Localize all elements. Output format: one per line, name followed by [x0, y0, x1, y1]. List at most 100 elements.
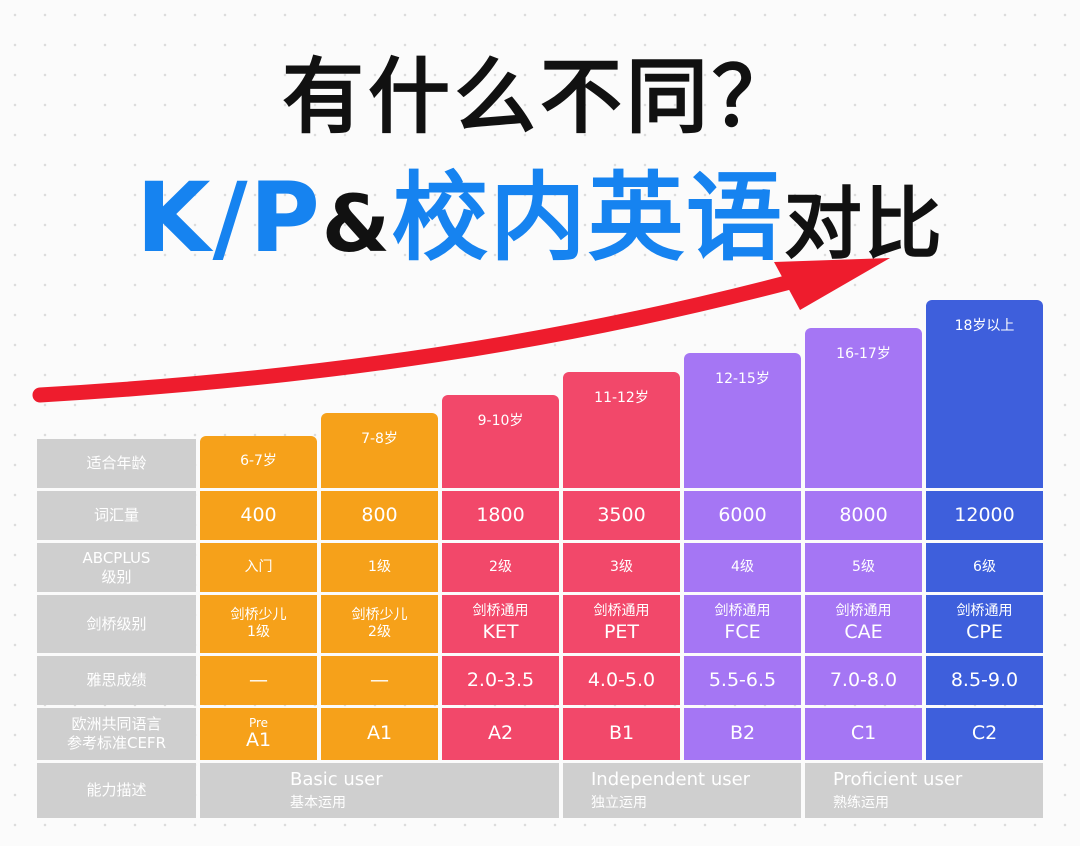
cefr-cell: C1 [805, 708, 922, 760]
abc-level-value: 4级 [731, 558, 754, 575]
abc-level-value: 1级 [368, 558, 391, 575]
row-label-cefr: 欧洲共同语言 参考标准CEFR [37, 708, 196, 760]
cambridge-cell: 剑桥通用 FCE [684, 595, 801, 653]
vocab-value: 12000 [954, 503, 1015, 526]
vocab-value: 6000 [718, 503, 767, 526]
cambridge-level: CAE [844, 620, 883, 643]
abc-level-value: 2级 [489, 558, 512, 575]
age-value: 9-10岁 [477, 413, 524, 429]
cefr-value: C1 [850, 722, 877, 745]
cefr-value: A1 [366, 722, 393, 745]
vocab-cell: 12000 [926, 491, 1043, 540]
row-label-vocab: 词汇量 [37, 491, 196, 540]
age-value: 6-7岁 [240, 453, 277, 470]
age-cell: 12-15岁 [684, 353, 801, 488]
ability-en: Proficient user [833, 768, 963, 790]
cambridge-level: FCE [724, 620, 761, 643]
age-cell: 7-8岁 [321, 413, 438, 488]
cambridge-cell: 剑桥少儿 1级 [200, 595, 317, 653]
cefr-cell: Pre A1 [200, 708, 317, 760]
age-cell: 18岁以上 [926, 300, 1043, 488]
cefr-cell: C2 [926, 708, 1043, 760]
abc-level-value: 5级 [852, 558, 875, 575]
abc-level-cell: 4级 [684, 543, 801, 592]
ielts-cell: 8.5-9.0 [926, 656, 1043, 705]
cefr-value: A2 [487, 722, 514, 745]
cambridge-level: KET [482, 620, 519, 643]
age-value: 12-15岁 [715, 371, 770, 387]
vocab-cell: 400 [200, 491, 317, 540]
ielts-value: 7.0-8.0 [829, 668, 898, 691]
row-label-abc: ABCPLUS 级别 [37, 543, 196, 592]
cambridge-series: 剑桥通用 [835, 603, 892, 620]
row-label-text: 欧洲共同语言 [71, 715, 162, 734]
headline-school-english: 校内英语 [391, 162, 784, 274]
age-value: 18岁以上 [954, 318, 1015, 334]
age-cell: 6-7岁 [200, 436, 317, 488]
abc-level-value: 入门 [244, 558, 273, 575]
row-label-ability: 能力描述 [37, 763, 196, 818]
ielts-value: 2.0-3.5 [466, 668, 535, 691]
abc-level-cell: 2级 [442, 543, 559, 592]
abc-level-cell: 5级 [805, 543, 922, 592]
vocab-value: 400 [240, 503, 277, 526]
vocab-cell: 800 [321, 491, 438, 540]
cefr-cell: B2 [684, 708, 801, 760]
cambridge-series: 剑桥通用 [593, 603, 650, 620]
abc-level-cell: 入门 [200, 543, 317, 592]
ielts-cell: 4.0-5.0 [563, 656, 680, 705]
age-value: 7-8岁 [361, 431, 398, 447]
abc-level-value: 3级 [610, 558, 633, 575]
subheadline: K/P&校内英语对比 [0, 140, 1080, 279]
cambridge-level: 1级 [247, 624, 270, 640]
row-label-age: 适合年龄 [37, 439, 196, 488]
cambridge-cell: 剑桥通用 CPE [926, 595, 1043, 653]
cambridge-series: 剑桥通用 [472, 603, 529, 620]
ability-group: Basic user 基本运用 [200, 763, 559, 818]
abc-level-cell: 6级 [926, 543, 1043, 592]
vocab-value: 3500 [597, 503, 646, 526]
vocab-value: 8000 [839, 503, 888, 526]
abc-level-cell: 3级 [563, 543, 680, 592]
age-value: 16-17岁 [836, 346, 891, 362]
cefr-value: B1 [608, 722, 635, 745]
cambridge-series: 剑桥少儿 [351, 606, 408, 623]
ability-en: Independent user [591, 768, 751, 790]
ielts-cell: — [321, 656, 438, 705]
ability-zh: 熟练运用 [833, 795, 889, 811]
row-label-text: 适合年龄 [86, 454, 147, 473]
abc-level-value: 6级 [973, 558, 996, 575]
vocab-cell: 1800 [442, 491, 559, 540]
cambridge-level: CPE [966, 620, 1003, 643]
ielts-value: 5.5-6.5 [708, 668, 777, 691]
headline-kp: K/P [136, 162, 322, 274]
ielts-cell: — [200, 656, 317, 705]
row-label-cambridge: 剑桥级别 [37, 595, 196, 653]
row-label-text: ABCPLUS [82, 548, 151, 567]
cambridge-series: 剑桥通用 [714, 603, 771, 620]
cefr-cell: A1 [321, 708, 438, 760]
headline-compare: 对比 [783, 180, 944, 270]
ability-zh: 独立运用 [591, 795, 647, 811]
vocab-cell: 6000 [684, 491, 801, 540]
ielts-value: 8.5-9.0 [950, 668, 1019, 691]
cambridge-cell: 剑桥通用 KET [442, 595, 559, 653]
ielts-cell: 7.0-8.0 [805, 656, 922, 705]
ielts-cell: 2.0-3.5 [442, 656, 559, 705]
cambridge-level: 2级 [368, 624, 391, 640]
age-cell: 11-12岁 [563, 372, 680, 488]
row-label-ielts: 雅思成绩 [37, 656, 196, 705]
row-label-text: 雅思成绩 [86, 671, 147, 690]
ability-group: Proficient user 熟练运用 [805, 763, 1043, 818]
age-cell: 16-17岁 [805, 328, 922, 488]
row-label-text: 词汇量 [93, 506, 139, 525]
ability-group: Independent user 独立运用 [563, 763, 801, 818]
row-label-text: 级别 [101, 567, 132, 586]
cefr-value: A1 [245, 728, 272, 751]
cambridge-cell: 剑桥少儿 2级 [321, 595, 438, 653]
row-label-text: 能力描述 [86, 781, 147, 800]
age-value: 11-12岁 [594, 390, 649, 406]
age-cell: 9-10岁 [442, 395, 559, 488]
ielts-value: — [249, 668, 268, 691]
